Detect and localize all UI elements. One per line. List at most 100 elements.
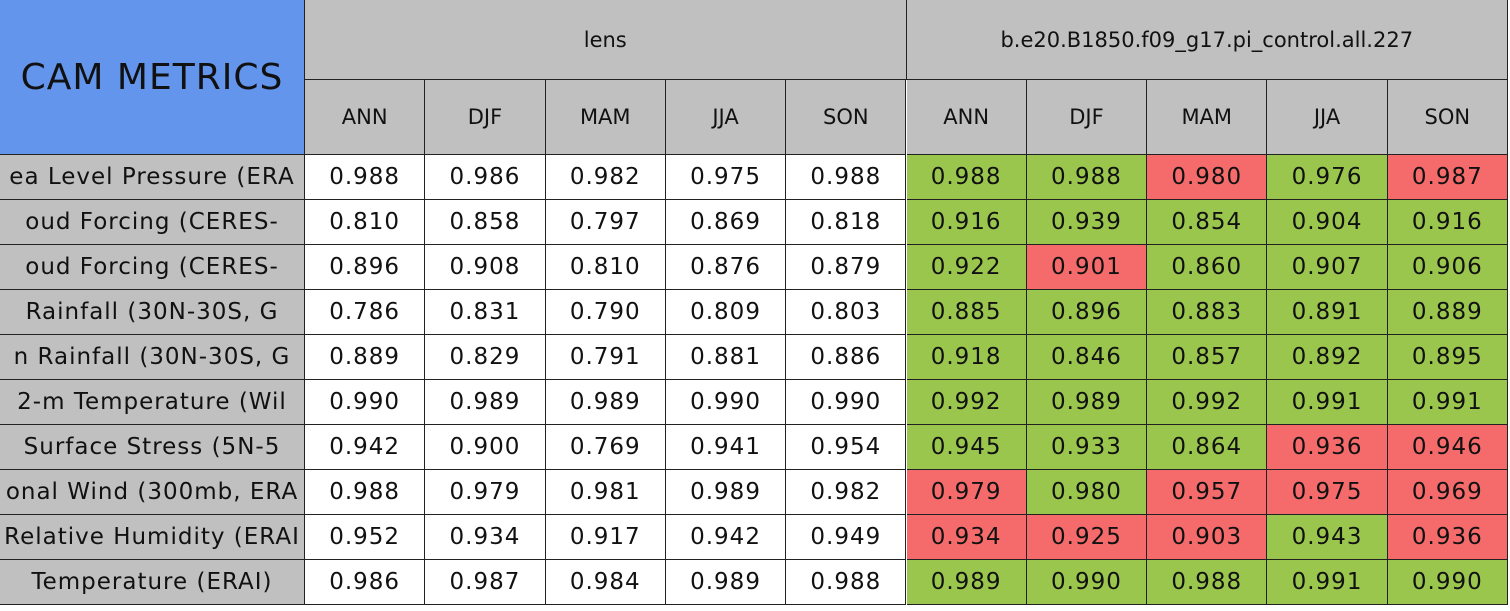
season-header: DJF xyxy=(1026,80,1148,155)
metric-value: 0.987 xyxy=(425,560,546,605)
row-label: 2-m Temperature (Wil xyxy=(0,380,305,425)
metric-value: 0.891 xyxy=(1267,290,1388,335)
metric-value: 0.989 xyxy=(665,560,787,605)
group-header: b.e20.B1850.f09_g17.pi_control.all.227 xyxy=(906,0,1508,80)
metric-value: 0.860 xyxy=(1147,245,1268,290)
metric-value: 0.810 xyxy=(305,200,426,245)
metric-value: 0.829 xyxy=(425,335,546,380)
metric-value: 0.988 xyxy=(1147,560,1268,605)
season-header: SON xyxy=(1387,80,1508,155)
metric-value: 0.907 xyxy=(1267,245,1388,290)
metric-value: 0.988 xyxy=(786,155,907,200)
metric-value: 0.769 xyxy=(545,425,666,470)
metric-value: 0.818 xyxy=(786,200,907,245)
metric-value: 0.941 xyxy=(665,425,787,470)
metric-value: 0.990 xyxy=(786,380,907,425)
season-header: ANN xyxy=(305,80,426,155)
metric-value: 0.990 xyxy=(1387,560,1508,605)
metric-value: 0.900 xyxy=(425,425,546,470)
metric-value: 0.982 xyxy=(786,470,907,515)
metric-value: 0.916 xyxy=(906,200,1027,245)
metric-value: 0.991 xyxy=(1267,560,1388,605)
metric-value: 0.901 xyxy=(1026,245,1148,290)
metric-value: 0.809 xyxy=(665,290,787,335)
metric-value: 0.982 xyxy=(545,155,666,200)
metric-value: 0.864 xyxy=(1147,425,1268,470)
metric-value: 0.786 xyxy=(305,290,426,335)
season-header: JJA xyxy=(1267,80,1388,155)
metric-value: 0.876 xyxy=(665,245,787,290)
metric-value: 0.954 xyxy=(786,425,907,470)
metric-value: 0.889 xyxy=(1387,290,1508,335)
metric-value: 0.975 xyxy=(1267,470,1388,515)
season-header: DJF xyxy=(425,80,546,155)
metric-value: 0.846 xyxy=(1026,335,1148,380)
metric-value: 0.895 xyxy=(1387,335,1508,380)
metric-value: 0.791 xyxy=(545,335,666,380)
group-header: lens xyxy=(305,0,907,80)
metric-value: 0.986 xyxy=(305,560,426,605)
metric-value: 0.918 xyxy=(906,335,1027,380)
row-label: Temperature (ERAI) xyxy=(0,560,305,605)
metric-value: 0.979 xyxy=(425,470,546,515)
metric-value: 0.790 xyxy=(545,290,666,335)
metric-value: 0.936 xyxy=(1387,515,1508,560)
metric-value: 0.896 xyxy=(1026,290,1148,335)
metric-value: 0.949 xyxy=(786,515,907,560)
metric-value: 0.933 xyxy=(1026,425,1148,470)
metric-value: 0.942 xyxy=(305,425,426,470)
metric-value: 0.988 xyxy=(305,470,426,515)
metric-value: 0.936 xyxy=(1267,425,1388,470)
row-label: n Rainfall (30N-30S, G xyxy=(0,335,305,380)
row-label: ea Level Pressure (ERA xyxy=(0,155,305,200)
metric-value: 0.857 xyxy=(1147,335,1268,380)
metric-value: 0.992 xyxy=(906,380,1027,425)
metric-value: 0.988 xyxy=(305,155,426,200)
metric-value: 0.989 xyxy=(665,470,787,515)
metric-value: 0.934 xyxy=(425,515,546,560)
metric-value: 0.987 xyxy=(1387,155,1508,200)
metric-value: 0.976 xyxy=(1267,155,1388,200)
metric-value: 0.803 xyxy=(786,290,907,335)
season-header: JJA xyxy=(665,80,787,155)
row-label: Relative Humidity (ERAI xyxy=(0,515,305,560)
metric-value: 0.908 xyxy=(425,245,546,290)
metric-value: 0.916 xyxy=(1387,200,1508,245)
metric-value: 0.979 xyxy=(906,470,1027,515)
metric-value: 0.896 xyxy=(305,245,426,290)
metric-value: 0.980 xyxy=(1026,470,1148,515)
metric-value: 0.797 xyxy=(545,200,666,245)
metric-value: 0.981 xyxy=(545,470,666,515)
metric-value: 0.989 xyxy=(906,560,1027,605)
metric-value: 0.990 xyxy=(1026,560,1148,605)
metric-value: 0.988 xyxy=(786,560,907,605)
metric-value: 0.990 xyxy=(665,380,787,425)
metric-value: 0.831 xyxy=(425,290,546,335)
metric-value: 0.988 xyxy=(1026,155,1148,200)
metric-value: 0.980 xyxy=(1147,155,1268,200)
metric-value: 0.879 xyxy=(786,245,907,290)
metric-value: 0.922 xyxy=(906,245,1027,290)
metric-value: 0.904 xyxy=(1267,200,1388,245)
row-label: Rainfall (30N-30S, G xyxy=(0,290,305,335)
metric-value: 0.975 xyxy=(665,155,787,200)
metric-value: 0.939 xyxy=(1026,200,1148,245)
metric-value: 0.892 xyxy=(1267,335,1388,380)
metric-value: 0.903 xyxy=(1147,515,1268,560)
metric-value: 0.991 xyxy=(1267,380,1388,425)
metric-value: 0.945 xyxy=(906,425,1027,470)
metric-value: 0.990 xyxy=(305,380,426,425)
row-label: onal Wind (300mb, ERA xyxy=(0,470,305,515)
metric-value: 0.957 xyxy=(1147,470,1268,515)
metric-value: 0.886 xyxy=(786,335,907,380)
metric-value: 0.942 xyxy=(665,515,787,560)
metric-value: 0.991 xyxy=(1387,380,1508,425)
metric-value: 0.989 xyxy=(545,380,666,425)
metric-value: 0.906 xyxy=(1387,245,1508,290)
row-label: Surface Stress (5N-5 xyxy=(0,425,305,470)
season-header: SON xyxy=(786,80,907,155)
metric-value: 0.885 xyxy=(906,290,1027,335)
metric-value: 0.989 xyxy=(425,380,546,425)
season-header: MAM xyxy=(545,80,666,155)
